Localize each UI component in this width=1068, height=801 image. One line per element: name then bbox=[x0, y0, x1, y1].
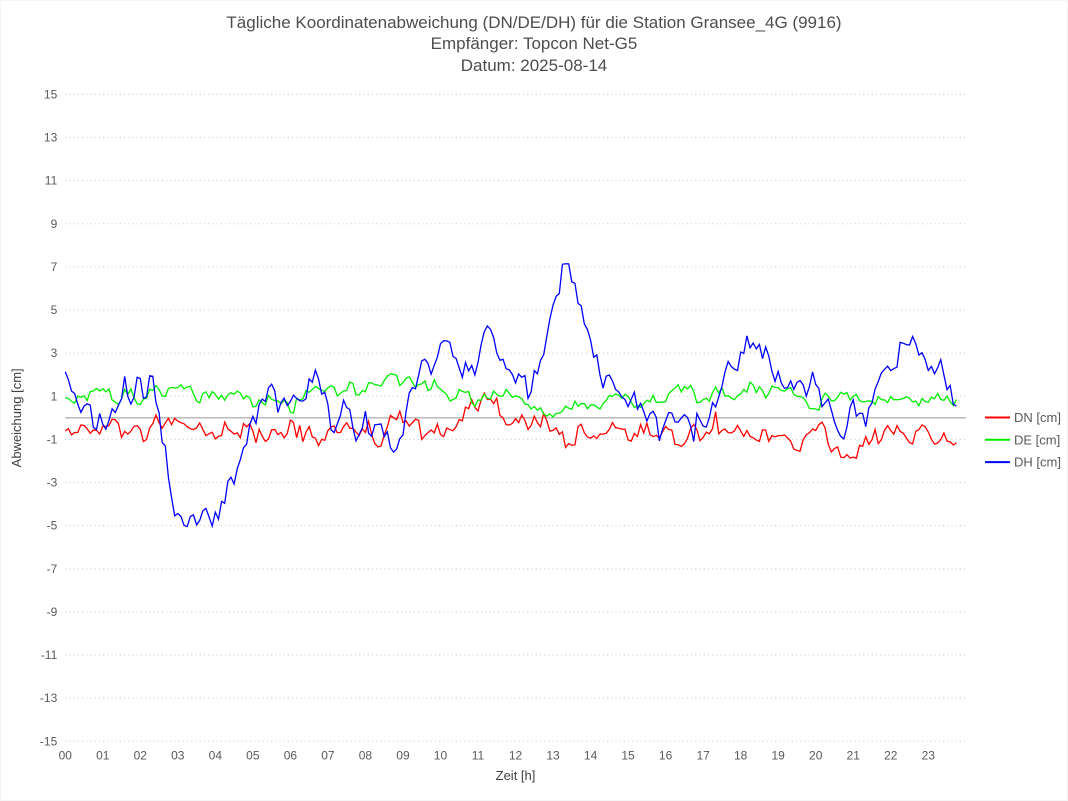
svg-text:-13: -13 bbox=[40, 691, 58, 705]
svg-text:07: 07 bbox=[321, 748, 335, 762]
svg-text:21: 21 bbox=[847, 748, 861, 762]
svg-text:-5: -5 bbox=[47, 519, 58, 533]
svg-text:11: 11 bbox=[45, 174, 58, 188]
svg-text:05: 05 bbox=[246, 748, 260, 762]
svg-text:14: 14 bbox=[584, 748, 598, 762]
svg-text:DE [cm]: DE [cm] bbox=[1014, 432, 1060, 447]
svg-text:20: 20 bbox=[809, 748, 823, 762]
svg-text:5: 5 bbox=[51, 303, 58, 317]
svg-text:DH [cm]: DH [cm] bbox=[1014, 455, 1061, 470]
svg-text:DN [cm]: DN [cm] bbox=[1014, 410, 1061, 425]
svg-text:15: 15 bbox=[621, 748, 635, 762]
svg-text:-15: -15 bbox=[40, 734, 58, 748]
svg-text:13: 13 bbox=[44, 131, 58, 145]
svg-text:-9: -9 bbox=[47, 605, 58, 619]
svg-text:10: 10 bbox=[434, 748, 448, 762]
svg-text:12: 12 bbox=[509, 748, 523, 762]
svg-text:3: 3 bbox=[51, 346, 58, 360]
svg-text:11: 11 bbox=[472, 748, 485, 762]
svg-text:18: 18 bbox=[734, 748, 748, 762]
svg-text:13: 13 bbox=[546, 748, 560, 762]
svg-text:22: 22 bbox=[884, 748, 898, 762]
svg-text:16: 16 bbox=[659, 748, 673, 762]
svg-text:02: 02 bbox=[134, 748, 148, 762]
svg-text:09: 09 bbox=[396, 748, 410, 762]
svg-text:Abweichung [cm]: Abweichung [cm] bbox=[9, 368, 24, 467]
svg-text:Zeit [h]: Zeit [h] bbox=[496, 768, 536, 783]
svg-text:-1: -1 bbox=[47, 432, 58, 446]
svg-text:08: 08 bbox=[359, 748, 373, 762]
svg-text:23: 23 bbox=[922, 748, 936, 762]
svg-text:-3: -3 bbox=[47, 476, 58, 490]
svg-text:01: 01 bbox=[96, 748, 110, 762]
svg-text:-11: -11 bbox=[41, 648, 58, 662]
svg-text:17: 17 bbox=[696, 748, 710, 762]
svg-text:9: 9 bbox=[51, 217, 58, 231]
svg-text:04: 04 bbox=[209, 748, 223, 762]
svg-text:19: 19 bbox=[772, 748, 786, 762]
svg-text:7: 7 bbox=[51, 260, 58, 274]
svg-text:1: 1 bbox=[51, 389, 58, 403]
svg-text:03: 03 bbox=[171, 748, 185, 762]
svg-text:-7: -7 bbox=[47, 562, 58, 576]
svg-text:15: 15 bbox=[44, 87, 58, 101]
svg-text:00: 00 bbox=[59, 748, 73, 762]
svg-text:06: 06 bbox=[284, 748, 298, 762]
